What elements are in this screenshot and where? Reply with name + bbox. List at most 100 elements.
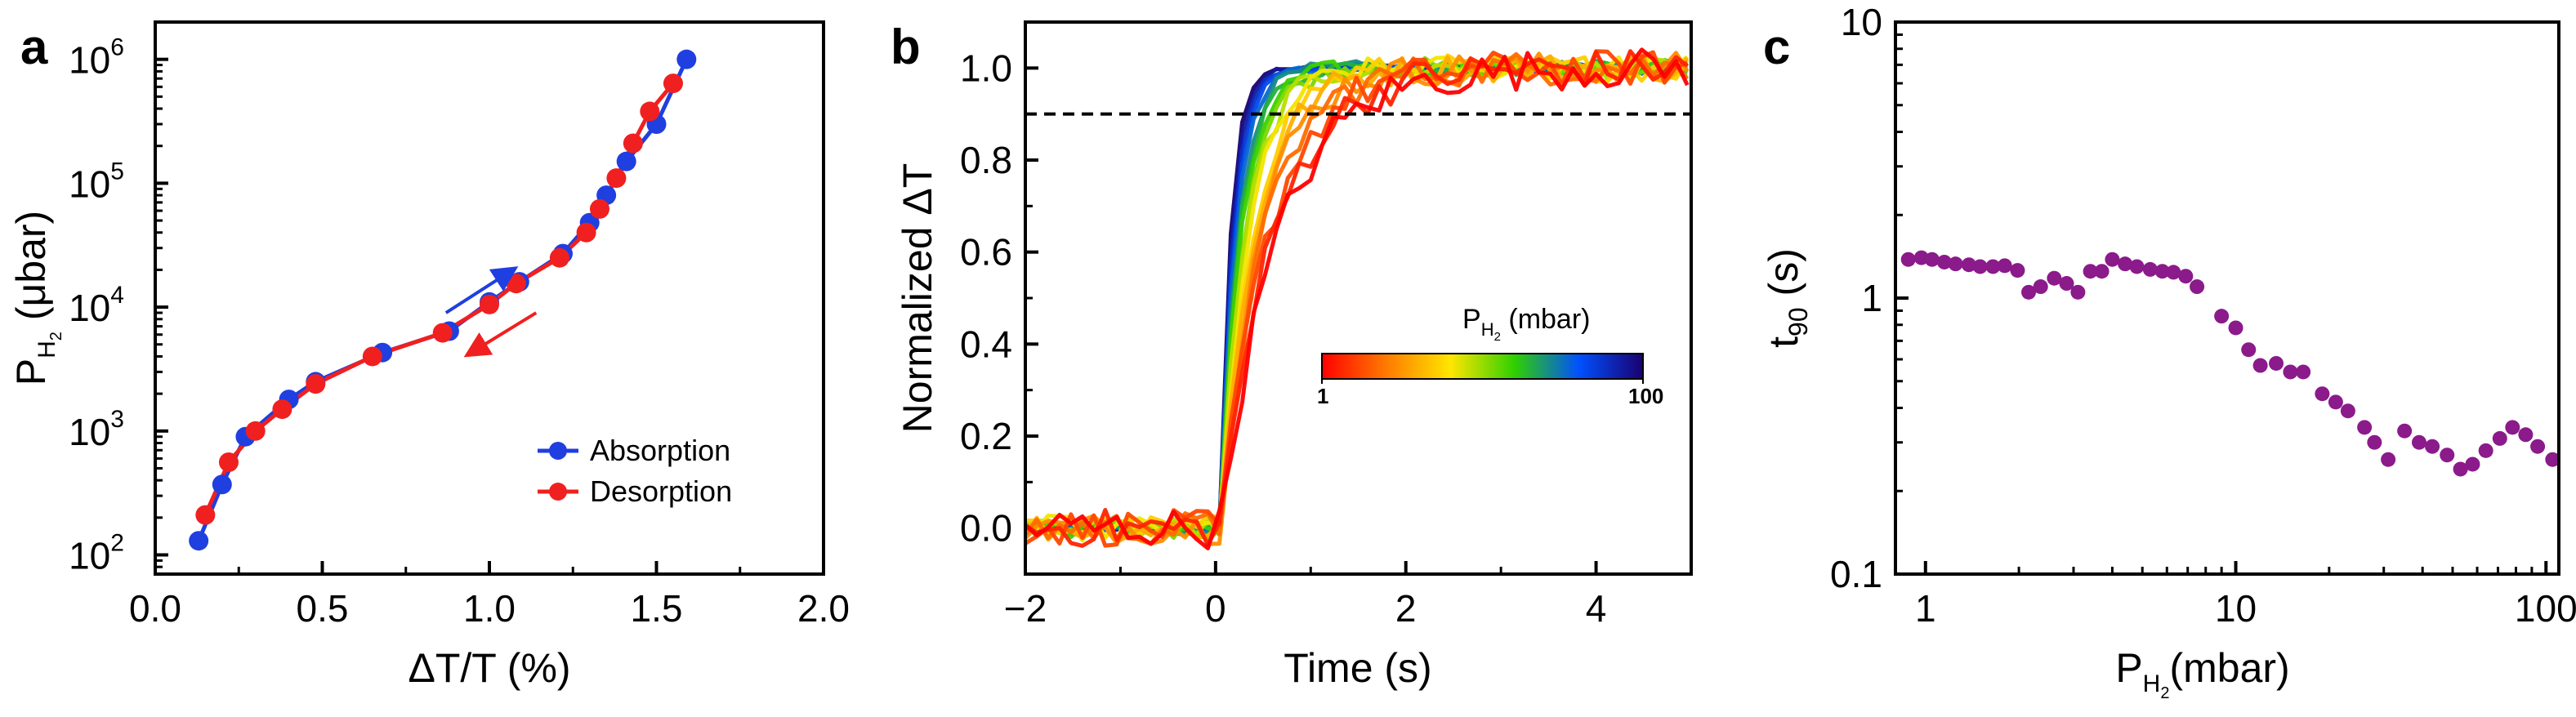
panel-c-point: [2070, 284, 2086, 300]
panel-c-xtick-label: 10: [2215, 587, 2257, 630]
panel-c-point: [1972, 259, 1988, 274]
panel-c-point: [2357, 420, 2373, 435]
panel-a-point-desorption: [362, 346, 382, 367]
panel-b-curve: [1025, 54, 1690, 545]
panel-b-ytick-label: 0.6: [960, 231, 1012, 274]
panel-c-xtick-label: 100: [2515, 587, 2576, 630]
panel-b-ytick-label: 0.2: [960, 415, 1012, 457]
colorbar-tick-max: 100: [1628, 384, 1663, 408]
legend-label-absorption: Absorption: [590, 434, 730, 467]
panel-c-point: [2478, 443, 2493, 458]
panel-c-point: [2381, 452, 2396, 467]
panel-a-ytick-label: 103: [69, 406, 124, 453]
panel-a-point-absorption: [212, 474, 232, 495]
panel-a-point-desorption: [272, 399, 292, 420]
panel-a-legend: Absorption Desorption: [538, 434, 732, 508]
panel-b-ytick-label: 0.4: [960, 323, 1012, 365]
panel-b-curve: [1025, 62, 1689, 534]
panel-b-curve: [1025, 49, 1689, 548]
panel-b-curve: [1025, 63, 1688, 533]
panel-b-curve: [1025, 49, 1689, 548]
panel-a-ytick-label: 104: [69, 282, 124, 329]
panel-b-curve: [1025, 60, 1689, 535]
panel-c-ytick-label: 1: [1861, 277, 1882, 319]
panel-b-frame: [1024, 20, 1693, 576]
panel-c-point: [2154, 264, 2170, 279]
colorbar-tick-min: 1: [1317, 384, 1328, 408]
panel-c-point: [2228, 320, 2243, 336]
panel-b-curve: [1025, 53, 1690, 541]
panel-c-point: [2545, 452, 2560, 467]
panel-a-point-desorption: [306, 374, 326, 394]
panel-c-point: [2010, 263, 2025, 278]
panel-b-curves: [1025, 47, 1690, 550]
panel-c-ylabel: t90 (s): [1761, 248, 1813, 348]
panel-b-xlabel: Time (s): [1284, 645, 1431, 691]
panel-a-absorption-desorption-chart: a 0.0 0.5 1.0 1.5 2.0 102 103 104 105 106 ΔT/T (%…: [8, 20, 850, 691]
panel-c-point: [2453, 461, 2468, 477]
panel-b-curve: [1025, 56, 1688, 541]
panel-c-point: [1997, 258, 2012, 274]
panel-c-point: [2440, 448, 2455, 463]
panel-c-point: [2425, 439, 2440, 454]
panel-a-frame: [154, 20, 825, 576]
panel-a-point-desorption: [623, 133, 643, 154]
panel-c-point: [2033, 279, 2048, 295]
panel-c-point: [2518, 427, 2534, 443]
colorbar-gradient: [1321, 353, 1644, 380]
panel-b-ylabel: Normalized ΔT: [895, 163, 940, 434]
panel-a-point-desorption: [640, 101, 660, 122]
panel-c-letter: c: [1763, 20, 1790, 74]
panel-c-xlabel: PH2(mbar): [2115, 645, 2289, 702]
panel-a-point-desorption: [549, 247, 569, 268]
panel-b-curve: [1025, 51, 1690, 546]
panel-b-ytick-label: 1.0: [960, 47, 1012, 89]
panel-c-point: [2190, 279, 2205, 295]
panel-c-point: [2505, 420, 2520, 435]
panel-b-curve: [1025, 55, 1689, 543]
panel-c-point: [2105, 252, 2120, 267]
legend-label-desorption: Desorption: [590, 474, 732, 508]
panel-a-ytick-label: 105: [69, 158, 124, 205]
panel-a-point-absorption: [189, 531, 209, 551]
panel-b-curve: [1025, 58, 1688, 537]
panel-a-arrow-desorption: [463, 311, 538, 358]
panel-c-point: [2021, 284, 2037, 300]
panel-a-point-desorption: [506, 274, 526, 294]
panel-c-point: [2411, 434, 2426, 450]
panel-b-ytick-label: 0.8: [960, 139, 1012, 181]
panel-b-curve: [1025, 57, 1689, 539]
panel-c-point: [2047, 270, 2062, 286]
panel-c-point: [2129, 259, 2145, 274]
panel-b-colorbar: PH2 (mbar) 1 100: [1317, 304, 1663, 408]
panel-c-point: [1924, 252, 1940, 267]
panel-c-point: [2178, 269, 2194, 284]
panel-c-point: [2118, 256, 2133, 272]
panel-a-xlabel: ΔT/T (%): [408, 645, 570, 691]
panel-b-ticks: −2 0 2 4 0.0 0.2 0.4 0.6 0.8 1.0: [960, 47, 1606, 630]
panel-c-point: [1936, 254, 1952, 269]
panel-b-ytick-label: 0.0: [960, 507, 1012, 550]
panel-a-series-line-absorption: [196, 58, 689, 542]
panel-b-curve: [1025, 47, 1690, 550]
panel-b-curve: [1025, 60, 1689, 537]
panel-c-point: [1948, 256, 1963, 272]
panel-c-point: [2214, 309, 2230, 324]
panel-c-point: [2283, 364, 2298, 380]
panel-c-point: [1961, 257, 1976, 273]
panel-a-xtick-label: 1.0: [463, 587, 516, 630]
panel-a-point-desorption: [663, 73, 683, 94]
panel-a-arrow-absorption: [444, 266, 519, 314]
panel-b-curve: [1025, 64, 1688, 532]
panel-c-points: [1900, 250, 2560, 477]
panel-a-point-absorption: [676, 49, 697, 69]
panel-c-point: [2328, 394, 2343, 410]
panel-c-point: [2059, 276, 2074, 292]
panel-b-letter: b: [891, 20, 921, 74]
panel-a-point-desorption: [245, 421, 266, 441]
panel-c-point: [2465, 456, 2480, 472]
panel-c-point: [2083, 264, 2098, 279]
panel-b-xtick-label: 2: [1395, 587, 1417, 630]
panel-c-point: [2094, 264, 2109, 279]
